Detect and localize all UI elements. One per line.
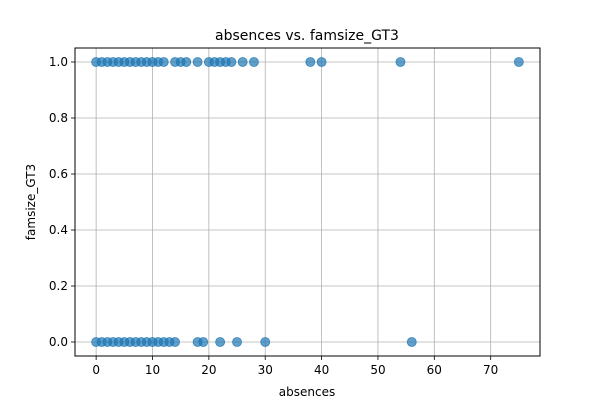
data-point	[215, 337, 226, 347]
data-point	[232, 337, 242, 347]
x-tick-label: 30	[258, 363, 273, 377]
chart-title: absences vs. famsize_GT3	[215, 28, 399, 44]
data-point	[226, 57, 237, 67]
x-tick-label: 20	[201, 363, 216, 377]
data-point	[181, 57, 192, 67]
y-tick-label: 1.0	[49, 55, 68, 69]
y-axis-label: famsize_GT3	[24, 164, 38, 240]
y-tick-label: 0.8	[49, 111, 68, 125]
data-point	[237, 57, 248, 67]
y-tick-label: 0.6	[49, 167, 68, 181]
data-point	[316, 57, 327, 67]
y-axis-ticks: 0.0 0.2 0.4 0.6 0.8 1.0	[49, 55, 75, 349]
data-point	[395, 57, 406, 67]
x-tick-label: 0	[92, 363, 100, 377]
y-tick-label: 0.4	[49, 223, 68, 237]
data-point	[170, 337, 180, 347]
x-tick-label: 40	[314, 363, 329, 377]
data-point	[249, 57, 259, 67]
x-axis-label: absences	[279, 385, 335, 399]
x-tick-label: 10	[145, 363, 160, 377]
data-points	[91, 57, 524, 347]
data-point	[406, 337, 417, 347]
x-tick-label: 50	[370, 363, 385, 377]
data-point	[305, 57, 316, 67]
plot-area-frame	[74, 47, 541, 357]
data-point	[158, 57, 169, 67]
x-axis-ticks: 0 10 20 30 40 50 60 70	[92, 356, 498, 377]
x-tick-label: 60	[427, 363, 442, 377]
data-point	[198, 337, 209, 347]
y-tick-label: 0.0	[49, 335, 68, 349]
x-tick-label: 70	[483, 363, 498, 377]
data-point	[513, 57, 524, 67]
y-tick-label: 0.2	[49, 279, 68, 293]
data-point	[192, 57, 203, 67]
data-point	[260, 337, 271, 347]
